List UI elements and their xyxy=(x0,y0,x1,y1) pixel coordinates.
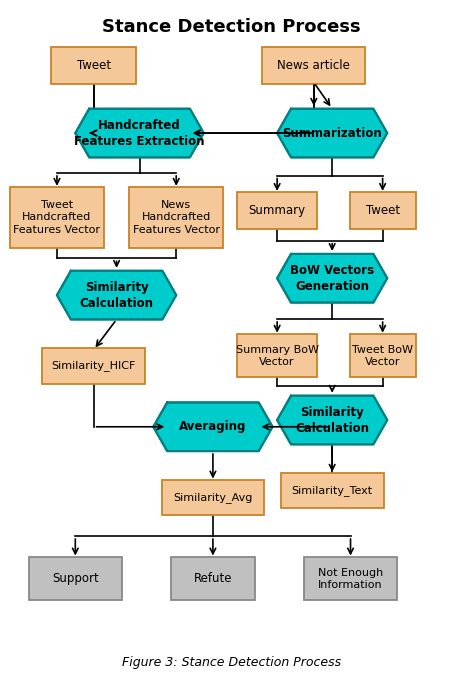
Text: Not Enough
Information: Not Enough Information xyxy=(318,567,383,590)
Polygon shape xyxy=(277,254,387,302)
FancyBboxPatch shape xyxy=(237,193,317,229)
Text: Tweet BoW
Vector: Tweet BoW Vector xyxy=(352,344,413,367)
Polygon shape xyxy=(75,108,204,157)
Polygon shape xyxy=(153,403,273,451)
Text: Tweet: Tweet xyxy=(77,59,111,72)
Text: Summary: Summary xyxy=(249,204,306,217)
Polygon shape xyxy=(277,396,387,444)
Polygon shape xyxy=(277,108,387,157)
Text: News
Handcrafted
Features Vector: News Handcrafted Features Vector xyxy=(133,200,220,235)
Text: Similarity
Calculation: Similarity Calculation xyxy=(295,405,369,435)
Text: Similarity
Calculation: Similarity Calculation xyxy=(79,281,153,310)
Text: Tweet
Handcrafted
Features Vector: Tweet Handcrafted Features Vector xyxy=(13,200,100,235)
Text: Stance Detection Process: Stance Detection Process xyxy=(102,18,360,36)
FancyBboxPatch shape xyxy=(51,47,136,84)
Text: News article: News article xyxy=(277,59,350,72)
Text: Tweet: Tweet xyxy=(365,204,400,217)
FancyBboxPatch shape xyxy=(281,473,383,508)
Text: Similarity_Avg: Similarity_Avg xyxy=(173,492,253,503)
Text: Figure 3: Stance Detection Process: Figure 3: Stance Detection Process xyxy=(122,656,341,669)
FancyBboxPatch shape xyxy=(29,557,122,600)
Text: Summarization: Summarization xyxy=(282,127,382,140)
Text: BoW Vectors
Generation: BoW Vectors Generation xyxy=(290,264,374,293)
Text: Similarity_HICF: Similarity_HICF xyxy=(51,361,136,372)
Text: Summary BoW
Vector: Summary BoW Vector xyxy=(236,344,319,367)
FancyBboxPatch shape xyxy=(304,557,397,600)
Text: Similarity_Text: Similarity_Text xyxy=(292,485,373,496)
Text: Support: Support xyxy=(52,572,99,585)
FancyBboxPatch shape xyxy=(350,334,416,378)
FancyBboxPatch shape xyxy=(43,348,145,384)
FancyBboxPatch shape xyxy=(237,334,317,378)
Text: Averaging: Averaging xyxy=(179,420,247,433)
FancyBboxPatch shape xyxy=(162,480,264,515)
Text: Refute: Refute xyxy=(194,572,232,585)
FancyBboxPatch shape xyxy=(262,47,365,84)
FancyBboxPatch shape xyxy=(10,187,104,247)
FancyBboxPatch shape xyxy=(129,187,223,247)
Text: Handcrafted
Features Extraction: Handcrafted Features Extraction xyxy=(74,119,205,148)
FancyBboxPatch shape xyxy=(350,193,416,229)
FancyBboxPatch shape xyxy=(171,557,255,600)
Polygon shape xyxy=(57,271,176,319)
